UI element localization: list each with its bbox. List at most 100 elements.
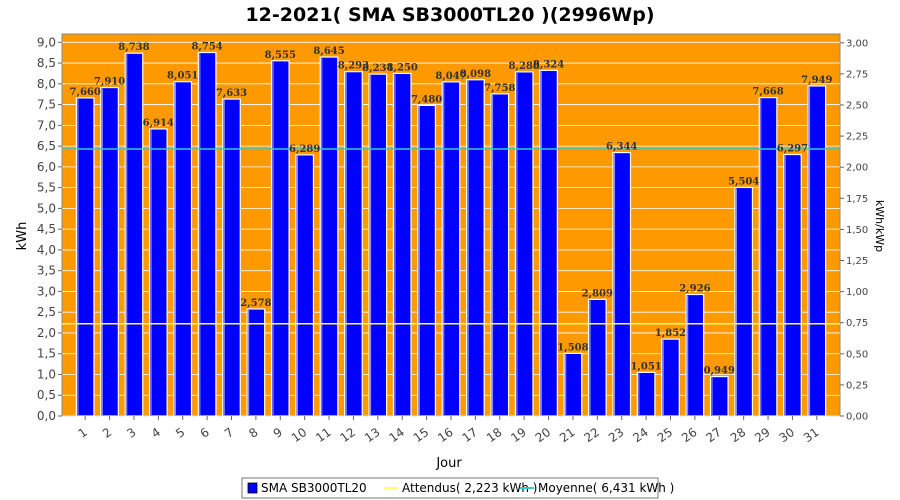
bar [270, 60, 290, 417]
x-tick-label: 28 [728, 425, 749, 445]
y2-tick-label: 1,50 [846, 225, 868, 236]
bar [612, 151, 632, 417]
data-label: 2,578 [240, 298, 271, 309]
x-tick-label: 2 [100, 425, 114, 441]
y2-tick-label: 2,75 [846, 69, 868, 80]
bar [734, 186, 754, 417]
bar [100, 86, 119, 417]
y2-tick-label: 0,75 [846, 318, 868, 329]
data-label: 2,926 [679, 284, 710, 295]
legend-box [241, 477, 659, 499]
data-label: 6,914 [143, 118, 174, 129]
data-label: 6,344 [606, 142, 637, 153]
bar [173, 81, 193, 417]
x-tick-label: 17 [460, 425, 481, 445]
y-tick-label: 6,0 [37, 160, 56, 174]
bar [295, 154, 315, 417]
y2-axis-label: kWh/kWp [873, 200, 886, 252]
bars [75, 51, 827, 417]
data-label: 1,051 [630, 361, 661, 372]
data-label: 8,738 [118, 42, 149, 53]
bar [636, 371, 656, 417]
x-axis-label: Jour [435, 456, 462, 471]
x-tick-label: 23 [606, 425, 627, 445]
x-tick-label: 16 [435, 425, 456, 445]
y-tick-label: 6,5 [37, 139, 56, 153]
y-tick-label: 8,5 [37, 56, 56, 70]
bar [807, 85, 827, 417]
data-label: 7,949 [801, 75, 832, 86]
x-tick-label: 3 [124, 425, 138, 441]
y-tick-label: 0,0 [37, 409, 56, 423]
y-tick-label: 5,0 [37, 201, 56, 215]
y2-tick-label: 1,25 [846, 256, 868, 267]
x-tick-label: 8 [246, 425, 260, 441]
bar [148, 128, 168, 417]
bar [441, 81, 461, 417]
bar [587, 298, 607, 417]
bar [392, 72, 412, 417]
y2-tick-label: 0,00 [846, 412, 868, 423]
bar [368, 73, 388, 417]
bar [197, 51, 217, 417]
x-tick-label: 31 [801, 425, 822, 445]
data-label: 8,293 [338, 61, 369, 72]
data-label: 7,668 [752, 87, 783, 98]
y-tick-label: 5,5 [37, 181, 56, 195]
data-label: 8,098 [460, 69, 491, 80]
x-tick-label: 26 [679, 425, 700, 445]
y-tick-label: 0,5 [37, 388, 56, 402]
y-tick-label: 7,0 [37, 118, 56, 132]
x-tick-label: 12 [338, 425, 359, 445]
y-tick-label: 3,0 [37, 284, 56, 298]
y2-tick-label: 0,25 [846, 380, 868, 391]
x-tick-label: 7 [222, 425, 236, 441]
y2-tick-label: 1,00 [846, 287, 868, 298]
y2-tick-label: 1,75 [846, 194, 868, 205]
data-label: 1,508 [557, 342, 588, 353]
x-tick-label: 1 [76, 425, 90, 441]
bar [246, 308, 266, 417]
y-tick-label: 7,5 [37, 98, 56, 112]
y2-tick-label: 0,50 [846, 349, 868, 360]
bar [417, 104, 436, 417]
data-label: 7,910 [94, 77, 125, 88]
x-tick-label: 11 [313, 425, 334, 445]
data-label: 8,047 [435, 71, 466, 82]
x-tick-label: 25 [655, 425, 676, 445]
bar [319, 56, 339, 417]
y-tick-label: 2,5 [37, 305, 56, 319]
x-tick-label: 27 [703, 425, 724, 445]
x-tick-label: 6 [198, 425, 212, 441]
bar [563, 352, 583, 417]
data-label: 8,645 [313, 46, 344, 57]
y-axis-label: kWh [15, 222, 30, 251]
bar [783, 153, 802, 417]
bar [514, 71, 534, 417]
bar [758, 97, 778, 417]
data-label: 7,758 [484, 83, 515, 94]
legend-swatch-bars [247, 482, 258, 494]
data-label: 8,250 [387, 62, 418, 73]
y2-tick-label: 2,25 [846, 132, 868, 143]
bar [685, 293, 705, 417]
chart-title: 12-2021( SMA SB3000TL20 )(2996Wp) [245, 4, 654, 26]
y-tick-label: 2,0 [37, 326, 56, 340]
x-tick-label: 9 [271, 425, 285, 441]
x-tick-label: 15 [411, 425, 432, 445]
x-tick-label: 30 [777, 425, 798, 445]
x-tick-label: 13 [362, 425, 383, 445]
y-tick-label: 1,0 [37, 367, 56, 381]
x-tick-label: 18 [484, 425, 505, 445]
data-label: 8,234 [362, 63, 393, 74]
x-tick-label: 5 [173, 425, 187, 441]
data-label: 8,754 [191, 42, 222, 53]
data-label: 8,288 [509, 61, 540, 72]
x-tick-label: 10 [289, 425, 310, 445]
y-tick-label: 1,5 [37, 347, 56, 361]
y2-tick-label: 2,00 [846, 163, 868, 174]
data-label: 1,852 [655, 328, 686, 339]
data-label: 7,480 [411, 94, 442, 105]
y-tick-label: 9,0 [37, 35, 56, 49]
